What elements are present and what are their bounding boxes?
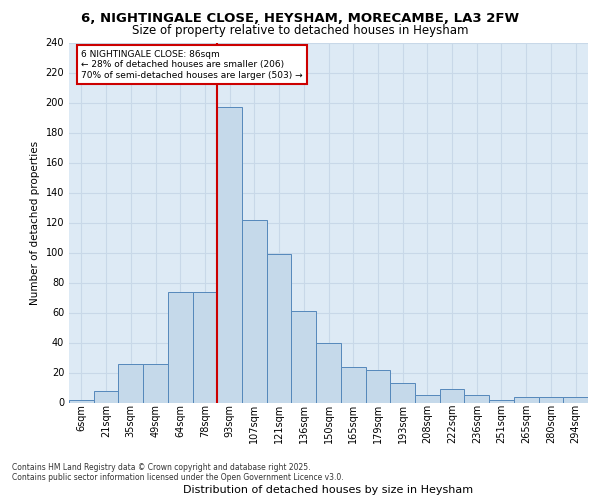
Bar (193, 292, 217, 403)
X-axis label: Distribution of detached houses by size in Heysham: Distribution of detached houses by size … (184, 485, 473, 495)
Bar (292, 311, 316, 402)
Text: Size of property relative to detached houses in Heysham: Size of property relative to detached ho… (132, 24, 468, 37)
Bar (539, 396, 563, 402)
Bar (242, 220, 267, 402)
Bar (390, 383, 415, 402)
Bar (440, 389, 464, 402)
Y-axis label: Number of detached properties: Number of detached properties (30, 140, 40, 304)
Bar (563, 396, 588, 402)
Bar (267, 254, 292, 402)
Bar (118, 364, 143, 403)
Text: Contains HM Land Registry data © Crown copyright and database right 2025.
Contai: Contains HM Land Registry data © Crown c… (12, 462, 344, 482)
Bar (316, 342, 341, 402)
Bar (217, 107, 242, 403)
Bar (143, 364, 168, 403)
Bar (341, 366, 365, 402)
Bar (168, 292, 193, 403)
Bar (514, 396, 539, 402)
Bar (365, 370, 390, 402)
Bar (415, 395, 440, 402)
Bar (464, 395, 489, 402)
Bar (94, 390, 118, 402)
Text: 6 NIGHTINGALE CLOSE: 86sqm
← 28% of detached houses are smaller (206)
70% of sem: 6 NIGHTINGALE CLOSE: 86sqm ← 28% of deta… (82, 50, 303, 80)
Bar (69, 400, 94, 402)
Bar (489, 400, 514, 402)
Text: 6, NIGHTINGALE CLOSE, HEYSHAM, MORECAMBE, LA3 2FW: 6, NIGHTINGALE CLOSE, HEYSHAM, MORECAMBE… (81, 12, 519, 26)
